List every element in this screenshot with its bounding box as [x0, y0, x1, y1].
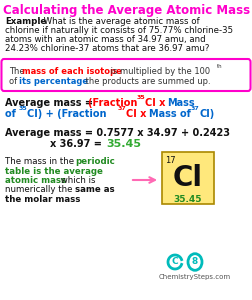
Text: which is: which is [58, 176, 95, 185]
Text: Cl: Cl [172, 164, 202, 192]
Text: 8: 8 [191, 257, 197, 266]
Text: C: C [171, 257, 178, 266]
Text: 35.45: 35.45 [106, 139, 140, 149]
Text: same as: same as [75, 185, 114, 194]
Text: (Fraction: (Fraction [88, 98, 140, 108]
Text: Calculating the Average Atomic Mass: Calculating the Average Atomic Mass [3, 4, 249, 17]
Text: mass of each isotope: mass of each isotope [22, 67, 121, 76]
Text: x 36.97 =: x 36.97 = [50, 139, 105, 149]
Text: of: of [9, 77, 20, 86]
Text: 37: 37 [117, 106, 126, 111]
Text: 35.45: 35.45 [173, 195, 201, 204]
Text: atoms with an atomic mass of 34.97 amu, and: atoms with an atomic mass of 34.97 amu, … [5, 35, 205, 44]
Bar [161, 152, 213, 204]
Text: The: The [9, 67, 27, 76]
Text: 35: 35 [19, 106, 28, 111]
Text: the products are summed up.: the products are summed up. [83, 77, 210, 86]
Text: Cl x: Cl x [144, 98, 168, 108]
Text: 35: 35 [137, 95, 145, 100]
Text: 37: 37 [190, 106, 199, 111]
Text: atomic mass: atomic mass [5, 176, 66, 185]
Text: 17: 17 [164, 156, 175, 165]
Text: periodic: periodic [75, 157, 114, 166]
Text: Mass: Mass [166, 98, 194, 108]
Text: is multiplied by the 100: is multiplied by the 100 [108, 67, 209, 76]
FancyBboxPatch shape [2, 59, 249, 91]
Text: .: . [70, 195, 72, 204]
Text: 24.23% chlorine-37 atoms that are 36.97 amu?: 24.23% chlorine-37 atoms that are 36.97 … [5, 44, 209, 53]
Text: the molar mass: the molar mass [5, 195, 80, 204]
Text: Cl x: Cl x [125, 109, 149, 119]
Text: Average mass = 0.7577 x 34.97 + 0.2423: Average mass = 0.7577 x 34.97 + 0.2423 [5, 128, 229, 138]
Text: table is the average: table is the average [5, 167, 103, 176]
Text: Mass of: Mass of [148, 109, 194, 119]
Text: of: of [5, 109, 19, 119]
Text: Example: Example [5, 17, 46, 26]
Text: th: th [216, 64, 222, 69]
Text: The mass in the: The mass in the [5, 157, 77, 166]
Text: Cl) + (Fraction: Cl) + (Fraction [27, 109, 109, 119]
Text: its percentage: its percentage [19, 77, 88, 86]
Text: ChemistrySteps.com: ChemistrySteps.com [158, 274, 230, 280]
Text: numerically the: numerically the [5, 185, 75, 194]
Text: : What is the average atomic mass of: : What is the average atomic mass of [38, 17, 199, 26]
Text: Average mass =: Average mass = [5, 98, 96, 108]
Text: chlorine if naturally it consists of 75.77% chlorine-35: chlorine if naturally it consists of 75.… [5, 26, 232, 35]
Text: Cl): Cl) [198, 109, 213, 119]
